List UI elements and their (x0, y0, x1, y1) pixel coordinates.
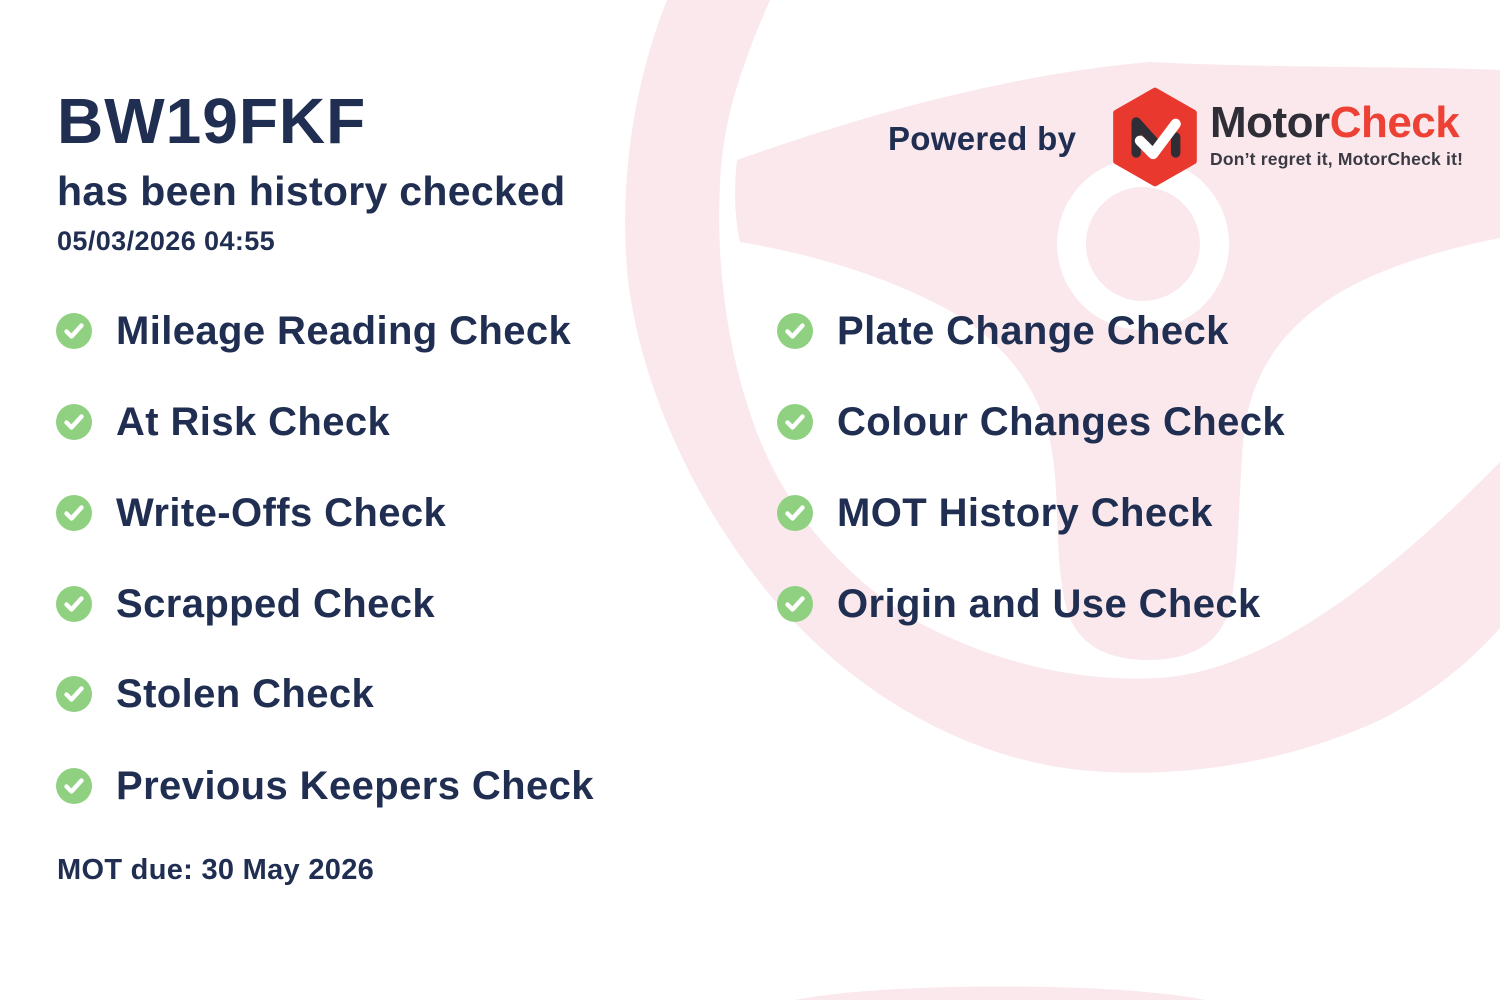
check-item-write-offs: Write-Offs Check (56, 489, 446, 537)
check-circle-icon (56, 313, 92, 349)
check-item-stolen: Stolen Check (56, 670, 374, 718)
page-subtitle: has been history checked (57, 168, 566, 214)
check-timestamp: 05/03/2026 04:55 (57, 226, 276, 256)
check-item-previous-keepers: Previous Keepers Check (56, 762, 594, 810)
check-item-label: Plate Change Check (837, 308, 1229, 353)
check-item-origin-and-use: Origin and Use Check (777, 580, 1261, 628)
check-circle-icon (56, 404, 92, 440)
check-circle-icon (777, 586, 813, 622)
check-circle-icon (56, 586, 92, 622)
check-item-mot-history: MOT History Check (777, 489, 1213, 537)
check-item-at-risk: At Risk Check (56, 398, 390, 446)
check-item-mileage-reading: Mileage Reading Check (56, 307, 571, 355)
check-circle-icon (777, 495, 813, 531)
brand-tagline: Don’t regret it, MotorCheck it! (1210, 149, 1464, 170)
check-item-label: Write-Offs Check (116, 490, 447, 535)
check-item-label: Previous Keepers Check (116, 763, 594, 808)
powered-by-label: Powered by (888, 120, 1077, 157)
check-item-label: MOT History Check (837, 490, 1213, 535)
check-circle-icon (56, 768, 92, 804)
check-item-label: Colour Changes Check (837, 399, 1286, 444)
motorcheck-logo: MotorCheck Don’t regret it, MotorCheck i… (1210, 98, 1470, 170)
check-item-scrapped: Scrapped Check (56, 580, 435, 628)
mot-due-label: MOT due: 30 May 2026 (57, 854, 375, 886)
check-circle-icon (777, 313, 813, 349)
check-circle-icon (777, 404, 813, 440)
check-item-label: Mileage Reading Check (116, 308, 572, 353)
registration-number: BW19FKF (57, 85, 367, 157)
check-item-label: At Risk Check (116, 399, 391, 444)
check-item-label: Origin and Use Check (837, 581, 1261, 626)
check-circle-icon (56, 676, 92, 712)
check-item-colour-changes: Colour Changes Check (777, 398, 1285, 446)
check-circle-icon (56, 495, 92, 531)
check-item-plate-change: Plate Change Check (777, 307, 1229, 355)
check-item-label: Stolen Check (116, 671, 375, 716)
brand-name: MotorCheck (1210, 98, 1470, 147)
brand-name-motor: Motor (1210, 98, 1330, 147)
check-item-label: Scrapped Check (116, 581, 436, 626)
brand-name-check: Check (1329, 98, 1460, 147)
motorcheck-hexagon-icon (1113, 87, 1197, 187)
